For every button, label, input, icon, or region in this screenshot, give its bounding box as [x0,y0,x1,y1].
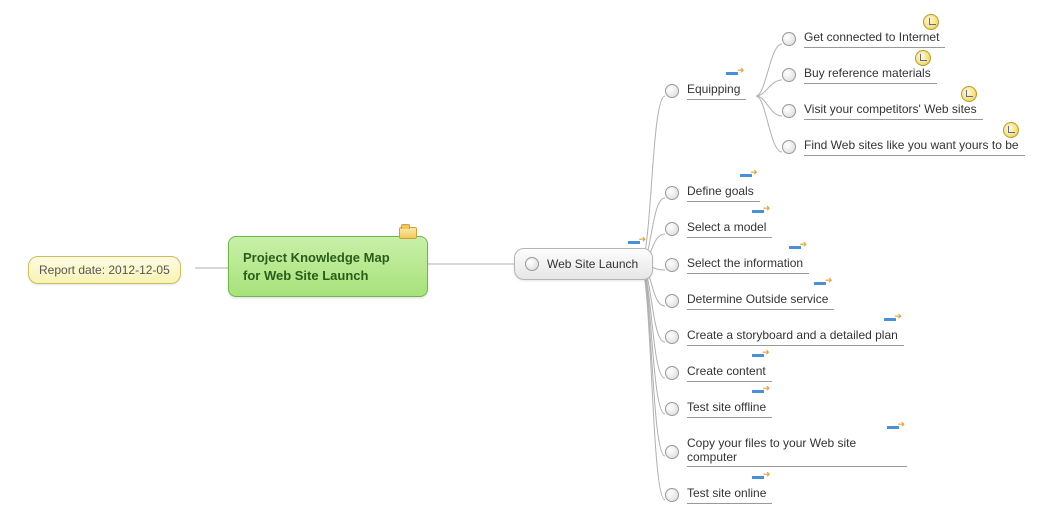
node-label: Test site offline [687,400,772,418]
bullet-icon [665,186,679,200]
node-label: Test site online [687,486,772,504]
folder-icon [399,227,417,239]
mindmap-node[interactable]: Copy your files to your Web site compute… [665,436,907,467]
mindmap-node[interactable]: Test site online [665,486,772,504]
bullet-icon [665,330,679,344]
task-icon [884,314,900,326]
task-icon [887,422,903,434]
clock-icon [923,14,939,30]
bullet-icon [665,402,679,416]
task-icon [752,386,768,398]
node-label: Copy your files to your Web site compute… [687,436,907,467]
mindmap-node[interactable]: Create a storyboard and a detailed plan [665,328,904,346]
mindmap-node[interactable]: Get connected to Internet [782,30,945,48]
task-icon [789,242,805,254]
note-report-date: Report date: 2012-12-05 [28,256,181,284]
mindmap-node[interactable]: Equipping [665,82,746,100]
node-label: Buy reference materials [804,66,937,84]
task-icon [628,237,644,249]
clock-icon [915,50,931,66]
bullet-icon [525,257,539,271]
task-icon [752,472,768,484]
clock-icon [961,86,977,102]
node-label: Equipping [687,82,746,100]
mindmap-node[interactable]: Create content [665,364,772,382]
bullet-icon [782,32,796,46]
node-label: Create a storyboard and a detailed plan [687,328,904,346]
clock-icon [1003,122,1019,138]
bullet-icon [782,140,796,154]
node-label: Determine Outside service [687,292,834,310]
bullet-icon [665,84,679,98]
bullet-icon [665,445,679,459]
node-label: Find Web sites like you want yours to be [804,138,1025,156]
bullet-icon [665,366,679,380]
bullet-icon [782,104,796,118]
node-label: Select a model [687,220,772,238]
node-label: Select the information [687,256,809,274]
bullet-icon [665,222,679,236]
hub-node[interactable]: Web Site Launch [514,248,653,280]
task-icon [752,206,768,218]
mindmap-node[interactable]: Select the information [665,256,809,274]
mindmap-node[interactable]: Determine Outside service [665,292,834,310]
mindmap-node[interactable]: Find Web sites like you want yours to be [782,138,1025,156]
root-node[interactable]: Project Knowledge Map for Web Site Launc… [228,236,428,297]
mindmap-node[interactable]: Select a model [665,220,772,238]
mindmap-node[interactable]: Buy reference materials [782,66,937,84]
node-label: Get connected to Internet [804,30,945,48]
mindmap-node[interactable]: Define goals [665,184,760,202]
note-label: Report date: 2012-12-05 [39,263,170,277]
task-icon [726,68,742,80]
bullet-icon [665,294,679,308]
task-icon [814,278,830,290]
task-icon [740,170,756,182]
bullet-icon [782,68,796,82]
node-label: Create content [687,364,772,382]
hub-label: Web Site Launch [547,257,638,271]
root-title-line1: Project Knowledge Map [243,249,413,267]
mindmap-node[interactable]: Test site offline [665,400,772,418]
node-label: Visit your competitors' Web sites [804,102,983,120]
bullet-icon [665,258,679,272]
task-icon [752,350,768,362]
root-title-line2: for Web Site Launch [243,267,413,285]
mindmap-node[interactable]: Visit your competitors' Web sites [782,102,983,120]
bullet-icon [665,488,679,502]
node-label: Define goals [687,184,760,202]
